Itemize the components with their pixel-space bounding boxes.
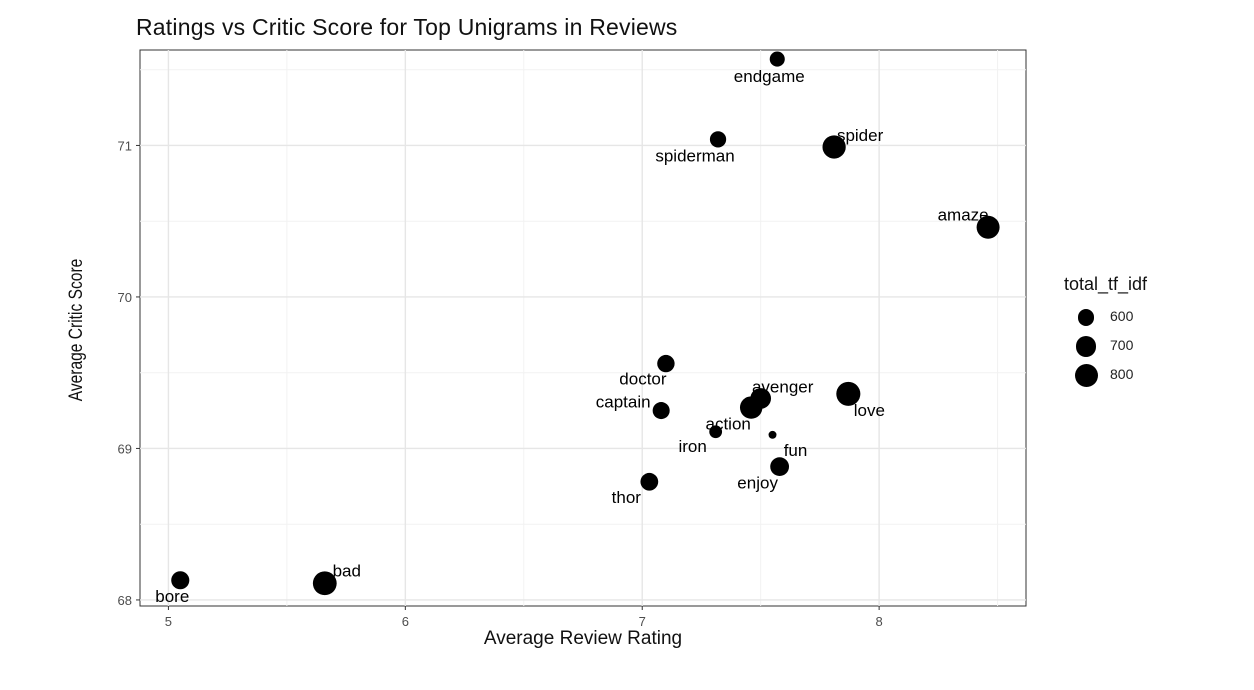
point-label: doctor xyxy=(619,370,667,389)
data-point xyxy=(709,425,723,439)
legend-item-600: 600 xyxy=(1064,303,1147,332)
legend-label: 700 xyxy=(1110,337,1134,353)
legend-item-800: 800 xyxy=(1064,361,1147,390)
data-point xyxy=(739,396,763,419)
data-point xyxy=(171,571,190,590)
data-point xyxy=(768,430,777,439)
x-tick-label: 6 xyxy=(402,614,409,629)
y-tick-label: 69 xyxy=(118,441,132,456)
point-label: amaze xyxy=(938,205,989,224)
legend-key xyxy=(1064,303,1108,332)
legend-label: 800 xyxy=(1110,366,1134,382)
point-label: avenger xyxy=(752,377,814,396)
data-point xyxy=(657,354,675,373)
point-label: thor xyxy=(612,488,642,507)
legend-key xyxy=(1064,332,1108,361)
axis-ticks: 5 6 7 8 68 69 70 71 xyxy=(118,138,883,629)
x-tick-label: 5 xyxy=(165,614,172,629)
point-label: action xyxy=(706,415,751,434)
point-label: fun xyxy=(784,441,808,460)
point-labels: endgame spiderman spider amaze doctor avenger… xyxy=(155,67,988,606)
point-label: love xyxy=(854,401,885,420)
x-tick-label: 7 xyxy=(639,614,646,629)
data-point xyxy=(709,131,727,148)
y-tick-label: 70 xyxy=(118,290,132,305)
legend-dot-icon xyxy=(1075,336,1097,357)
grid-lines xyxy=(140,50,1026,606)
data-point xyxy=(640,472,659,491)
chart-title: Ratings vs Critic Score for Top Unigrams… xyxy=(136,14,678,40)
legend-dot-icon xyxy=(1077,309,1095,326)
legend-key xyxy=(1064,361,1108,390)
data-point xyxy=(822,135,846,159)
point-label: bore xyxy=(155,587,189,606)
legend-dot-icon xyxy=(1074,364,1098,387)
point-label: iron xyxy=(678,437,706,456)
point-label: endgame xyxy=(734,67,805,86)
y-tick-label: 68 xyxy=(118,593,132,608)
x-axis-title: Average Review Rating xyxy=(483,628,683,649)
size-legend: total_tf_idf 600 700 800 xyxy=(1064,274,1147,390)
point-label: captain xyxy=(596,393,651,412)
data-point xyxy=(770,457,790,477)
data-points xyxy=(171,51,1000,596)
legend-label: 600 xyxy=(1110,308,1134,324)
plot-panel xyxy=(139,49,1027,607)
legend-item-700: 700 xyxy=(1064,332,1147,361)
legend-title: total_tf_idf xyxy=(1064,274,1148,294)
data-point xyxy=(836,381,861,406)
data-point xyxy=(312,571,337,596)
data-point xyxy=(976,215,1000,239)
data-point xyxy=(652,402,670,420)
y-tick-label: 71 xyxy=(118,138,132,153)
point-label: enjoy xyxy=(737,474,778,493)
y-axis-title: Average Critic Score xyxy=(66,258,87,402)
point-label: spiderman xyxy=(655,146,734,165)
point-label: bad xyxy=(333,561,361,580)
x-tick-label: 8 xyxy=(876,614,883,629)
data-point xyxy=(769,51,785,67)
point-label: spider xyxy=(837,126,884,145)
